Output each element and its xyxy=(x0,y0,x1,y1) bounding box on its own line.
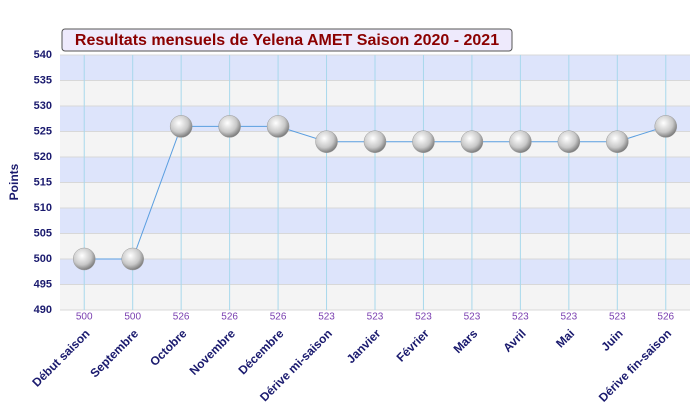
title-box xyxy=(61,28,513,52)
point-marker xyxy=(266,115,290,138)
point-marker xyxy=(606,130,629,153)
x-tick-label: Décembre xyxy=(236,326,287,377)
y-tick-label: 535 xyxy=(34,74,52,86)
y-tick-label: 490 xyxy=(34,304,52,316)
y-axis-label: Points xyxy=(7,163,21,200)
y-tick-label: 495 xyxy=(34,278,52,290)
point-marker xyxy=(218,115,241,138)
point-marker xyxy=(121,247,144,271)
point-marker xyxy=(412,130,435,153)
y-tick-label: 530 xyxy=(34,100,52,112)
y-tick-label: 510 xyxy=(34,202,52,214)
y-tick-label: 540 xyxy=(34,49,52,61)
point-marker xyxy=(72,247,96,271)
x-tick-label: Avril xyxy=(500,326,528,354)
x-tick-label: Mai xyxy=(553,326,577,350)
x-tick-label: Octobre xyxy=(147,326,190,369)
point-marker xyxy=(169,115,193,138)
value-label: 523 xyxy=(609,312,626,323)
y-tick-label: 500 xyxy=(34,253,52,265)
point-marker xyxy=(557,130,581,153)
point-marker xyxy=(363,130,387,153)
chart-title: Resultats mensuels de Yelena AMET Saison… xyxy=(75,32,499,49)
value-label: 523 xyxy=(367,312,384,323)
x-tick-label: Mars xyxy=(451,326,481,356)
y-tick-label: 520 xyxy=(34,151,52,163)
value-label: 526 xyxy=(221,312,238,323)
value-label: 526 xyxy=(657,312,674,323)
x-tick-label: Début saison xyxy=(29,326,92,389)
y-tick-label: 505 xyxy=(34,227,52,239)
point-marker xyxy=(460,130,484,153)
value-label: 500 xyxy=(124,312,141,323)
point-marker xyxy=(654,115,678,138)
y-tick-label: 525 xyxy=(34,125,52,137)
x-tick-label: Novembre xyxy=(187,326,239,378)
x-tick-label: Juin xyxy=(598,326,625,353)
x-tick-label: Janvier xyxy=(344,326,384,366)
x-tick-label: Février xyxy=(394,326,432,364)
value-label: 526 xyxy=(173,312,190,323)
value-label: 500 xyxy=(76,312,93,323)
point-marker xyxy=(315,130,338,153)
value-label: 523 xyxy=(464,312,481,323)
value-label: 523 xyxy=(512,312,529,323)
value-label: 526 xyxy=(270,312,287,323)
value-label: 523 xyxy=(415,312,432,323)
value-label: 523 xyxy=(561,312,578,323)
x-tick-label: Septembre xyxy=(87,326,141,380)
value-label: 523 xyxy=(318,312,335,323)
point-marker xyxy=(509,130,532,153)
y-tick-label: 515 xyxy=(34,176,52,188)
